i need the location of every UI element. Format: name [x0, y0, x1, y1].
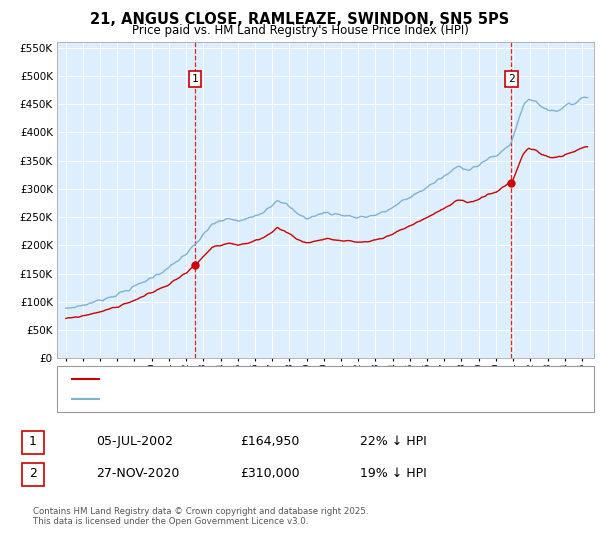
Text: 22% ↓ HPI: 22% ↓ HPI	[360, 435, 427, 448]
Text: 19% ↓ HPI: 19% ↓ HPI	[360, 466, 427, 480]
Text: 27-NOV-2020: 27-NOV-2020	[96, 466, 179, 480]
Text: 21, ANGUS CLOSE, RAMLEAZE, SWINDON, SN5 5PS (detached house): 21, ANGUS CLOSE, RAMLEAZE, SWINDON, SN5 …	[105, 374, 465, 384]
Text: 2: 2	[29, 466, 37, 480]
Text: 1: 1	[29, 435, 37, 448]
Text: £164,950: £164,950	[240, 435, 299, 448]
Text: £310,000: £310,000	[240, 466, 299, 480]
Text: 21, ANGUS CLOSE, RAMLEAZE, SWINDON, SN5 5PS: 21, ANGUS CLOSE, RAMLEAZE, SWINDON, SN5 …	[91, 12, 509, 27]
Text: 1: 1	[191, 74, 198, 84]
Text: Contains HM Land Registry data © Crown copyright and database right 2025.
This d: Contains HM Land Registry data © Crown c…	[33, 507, 368, 526]
Text: 05-JUL-2002: 05-JUL-2002	[96, 435, 173, 448]
Text: 2: 2	[508, 74, 515, 84]
Text: HPI: Average price, detached house, Swindon: HPI: Average price, detached house, Swin…	[105, 394, 342, 404]
Text: Price paid vs. HM Land Registry's House Price Index (HPI): Price paid vs. HM Land Registry's House …	[131, 24, 469, 37]
